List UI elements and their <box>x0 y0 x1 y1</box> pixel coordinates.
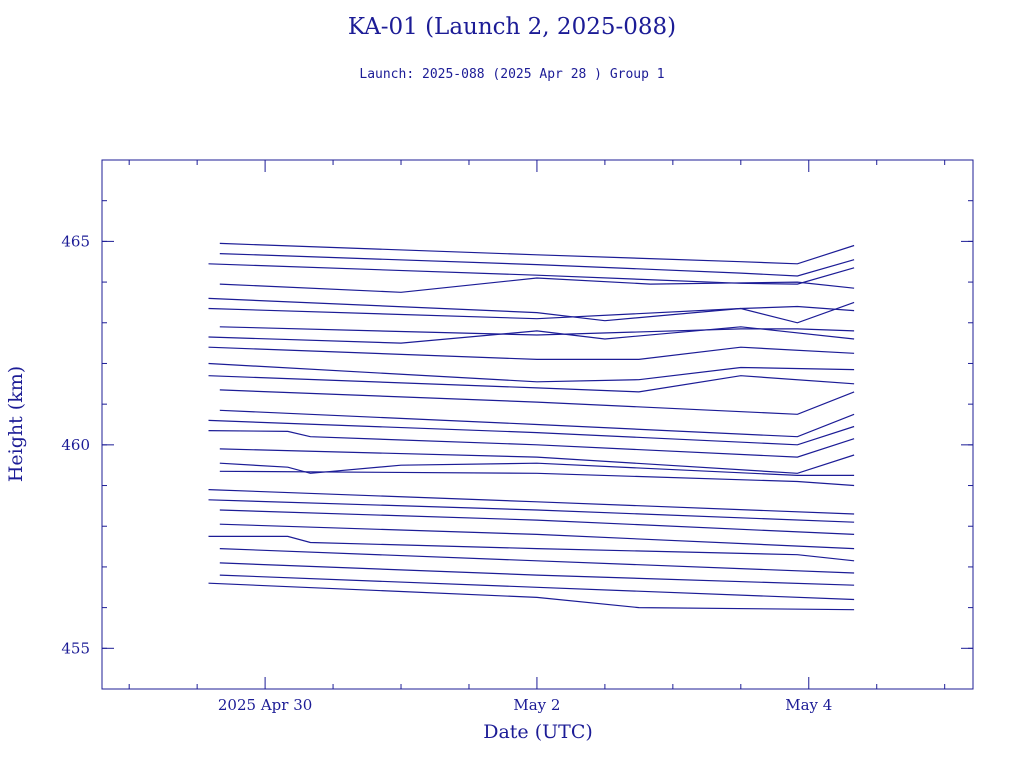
series-line-26 <box>219 574 855 601</box>
tick-labels: 455 460 465 2025 Apr 30 May 2 May 4 <box>61 232 832 714</box>
series-line-6 <box>208 305 855 320</box>
series-line-25 <box>219 562 855 586</box>
series-line-14 <box>208 419 855 446</box>
y-tick-label: 455 <box>61 639 90 657</box>
series-group <box>208 242 855 611</box>
series-line-27 <box>208 582 855 611</box>
series-line-10 <box>208 362 855 383</box>
axis-ticks <box>102 159 973 690</box>
series-line-5 <box>208 297 855 324</box>
y-tick-label: 465 <box>61 232 90 250</box>
series-line-12 <box>219 389 855 415</box>
x-axis-label: Date (UTC) <box>483 721 593 743</box>
x-tick-label: 2025 Apr 30 <box>218 696 312 714</box>
series-line-2 <box>219 253 855 277</box>
series-line-19 <box>208 489 855 515</box>
series-line-9 <box>208 346 855 360</box>
series-line-1 <box>219 242 855 265</box>
series-line-18 <box>219 470 855 487</box>
series-line-16 <box>219 448 855 474</box>
chart-subtitle: Launch: 2025-088 (2025 Apr 28 ) Group 1 <box>359 67 665 82</box>
x-tick-label: May 4 <box>785 696 832 714</box>
series-line-4 <box>219 277 855 293</box>
series-line-13 <box>219 409 855 438</box>
series-line-23 <box>208 535 855 562</box>
y-axis-label: Height (km) <box>5 366 27 482</box>
y-tick-label: 460 <box>61 436 90 454</box>
series-line-24 <box>219 548 855 574</box>
series-line-7 <box>219 326 855 336</box>
chart-title: KA-01 (Launch 2, 2025-088) <box>347 14 677 40</box>
series-line-8 <box>208 326 855 344</box>
series-line-15 <box>208 430 855 458</box>
x-tick-label: May 2 <box>513 696 560 714</box>
series-line-11 <box>208 375 855 393</box>
series-line-22 <box>219 523 855 550</box>
series-line-21 <box>219 509 855 535</box>
series-line-17 <box>219 462 855 476</box>
plot-frame <box>101 159 974 690</box>
series-line-20 <box>208 499 855 523</box>
